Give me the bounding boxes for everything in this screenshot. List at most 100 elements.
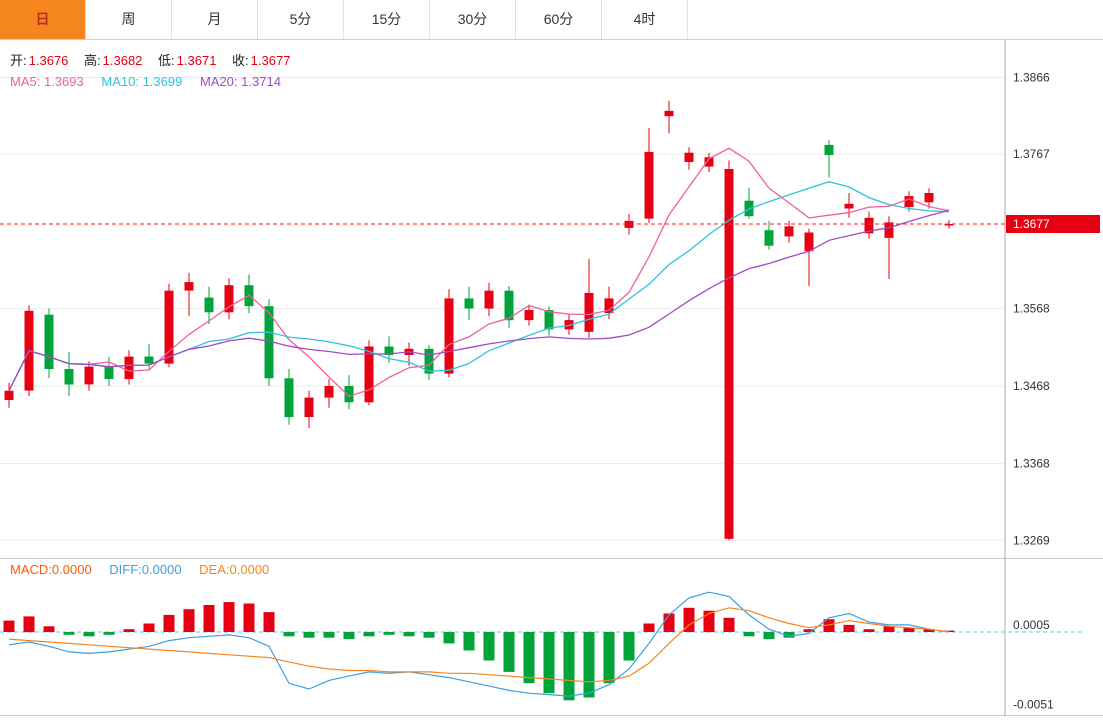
macd-bar — [43, 626, 55, 632]
price-axis-tick: 1.3368 — [1013, 457, 1050, 471]
macd-bar — [463, 632, 475, 651]
macd-bar — [783, 632, 795, 638]
macd-bar — [523, 632, 535, 684]
tab-month[interactable]: 月 — [172, 0, 258, 39]
candle-body — [284, 378, 294, 418]
macd-bar — [243, 603, 255, 632]
candle-body — [464, 298, 474, 309]
macd-bar — [763, 632, 775, 640]
candle-body — [204, 297, 214, 313]
macd-bar — [703, 610, 715, 633]
candle-body — [224, 285, 234, 313]
macd-axis-tick: 0.0005 — [1013, 618, 1050, 632]
macd-bar — [643, 623, 655, 632]
macd-bar — [63, 632, 75, 635]
candle-body — [444, 298, 454, 374]
macd-bar — [23, 616, 35, 633]
macd-histogram — [3, 602, 955, 701]
candle-body — [624, 220, 634, 228]
candle-body — [864, 217, 874, 234]
macd-bar — [343, 632, 355, 640]
macd-bar — [623, 632, 635, 661]
dea-line — [8, 607, 950, 683]
candle-body — [124, 356, 134, 380]
candle-body — [504, 290, 514, 321]
macd-bar — [203, 605, 215, 632]
tab-4hour[interactable]: 4时 — [602, 0, 688, 39]
tab-day[interactable]: 日 — [0, 0, 86, 39]
candle-body — [84, 366, 94, 385]
macd-bar — [363, 632, 375, 637]
tab-week[interactable]: 周 — [86, 0, 172, 39]
candles-group — [4, 100, 954, 541]
candle-body — [184, 282, 194, 291]
candle-body — [564, 320, 574, 330]
candle-body — [64, 369, 74, 385]
candle-body — [264, 306, 274, 379]
candle-body — [904, 196, 914, 207]
macd-bar — [263, 612, 275, 632]
candle-body — [764, 230, 774, 246]
candle-body — [824, 144, 834, 155]
diff-line — [8, 591, 950, 697]
candle-body — [704, 157, 714, 167]
tab-5min[interactable]: 5分 — [258, 0, 344, 39]
candle-body — [664, 110, 674, 117]
candle-body — [784, 226, 794, 237]
macd-bar — [103, 632, 115, 635]
candle-body — [384, 346, 394, 355]
price-axis-tick: 1.3269 — [1013, 533, 1050, 547]
macd-bar — [223, 602, 235, 632]
tab-30min[interactable]: 30分 — [430, 0, 516, 39]
candle-body — [524, 310, 534, 321]
ma5-line — [8, 147, 950, 397]
candle-body — [424, 348, 434, 374]
tab-15min[interactable]: 15分 — [344, 0, 430, 39]
price-axis-tick: 1.3767 — [1013, 147, 1050, 161]
candle-body — [844, 203, 854, 209]
macd-bar — [443, 632, 455, 644]
candle-body — [484, 290, 494, 309]
macd-bar — [563, 632, 575, 701]
macd-bar — [663, 613, 675, 632]
candle-body — [584, 293, 594, 332]
current-price-badge — [1006, 215, 1100, 233]
candle-body — [884, 222, 894, 238]
macd-bar — [423, 632, 435, 638]
candle-body — [44, 314, 54, 369]
macd-bar — [863, 629, 875, 632]
price-grid — [0, 77, 1005, 541]
macd-bar — [383, 632, 395, 635]
tab-60min[interactable]: 60分 — [516, 0, 602, 39]
candle-body — [684, 152, 694, 162]
macd-bar — [603, 632, 615, 684]
candle-body — [364, 346, 374, 403]
price-axis-tick: 1.3468 — [1013, 379, 1050, 393]
macd-bar — [943, 630, 955, 632]
macd-bar — [143, 623, 155, 632]
current-price-badge-text: 1.3677 — [1013, 217, 1050, 231]
macd-bar — [183, 609, 195, 632]
candle-body — [164, 290, 174, 364]
macd-bar — [83, 632, 95, 637]
price-axis-tick: 1.3568 — [1013, 302, 1050, 316]
macd-bar — [323, 632, 335, 638]
macd-bar — [683, 607, 695, 632]
price-axis-labels: 1.3866 1.3767 1.3568 1.3468 1.3368 1.3269 — [1013, 71, 1050, 548]
macd-bar — [583, 632, 595, 698]
candle-body — [144, 356, 154, 364]
candle-body — [944, 224, 954, 226]
macd-bar — [923, 629, 935, 632]
price-axis-tick: 1.3866 — [1013, 71, 1050, 85]
timeframe-tabbar: 日周月 5分 15分 30分 60分 4时 — [0, 0, 1103, 40]
candle-body — [804, 232, 814, 252]
macd-axis-tick: -0.0051 — [1013, 698, 1054, 712]
candle-body — [344, 386, 354, 403]
macd-chart-svg[interactable]: 0.0005 -0.0051 — [0, 558, 1103, 722]
macd-bar — [303, 632, 315, 638]
price-chart-svg[interactable]: 1.3866 1.3767 1.3568 1.3468 1.3368 1.3269 1.36… — [0, 40, 1103, 558]
macd-bar — [743, 632, 755, 637]
macd-bar — [123, 629, 135, 632]
candle-body — [324, 386, 334, 398]
